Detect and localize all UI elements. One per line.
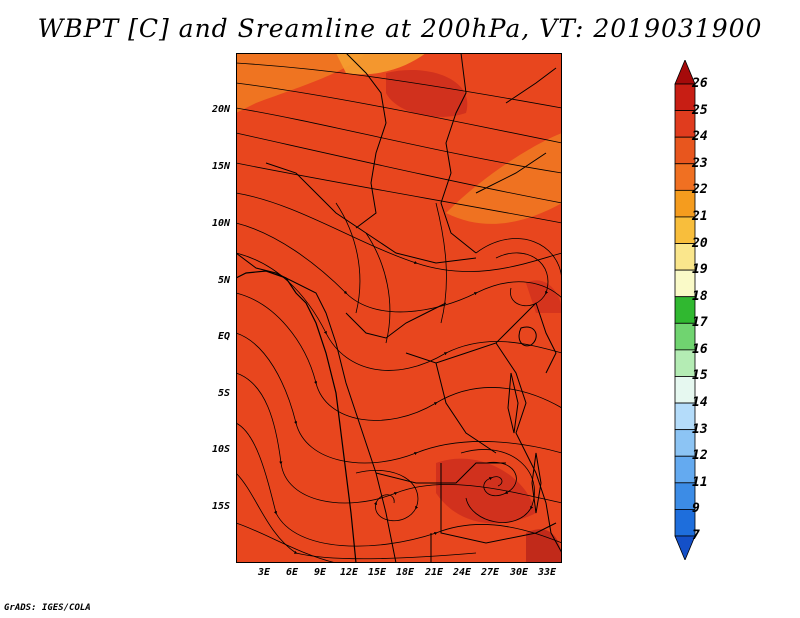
lake-malawi [531, 452, 542, 514]
lon-label: 27E [480, 567, 500, 578]
lon-label: 30E [509, 567, 529, 578]
colorbar-label: 17 [692, 315, 708, 331]
lon-label: 21E [424, 567, 444, 578]
colorbar-label: 21 [692, 208, 708, 224]
chart-title: WBPT [C] and Sreamline at 200hPa, VT: 20… [37, 14, 763, 43]
lon-label: 24E [452, 567, 472, 578]
lat-label: 5S [217, 388, 230, 399]
lat-label: EQ [217, 331, 230, 342]
colorbar-label: 7 [692, 528, 700, 543]
colorbar-label: 20 [692, 235, 708, 251]
warm-patch-north [236, 53, 366, 113]
lat-label: 5N [217, 275, 230, 286]
colorbar-label: 23 [692, 155, 708, 171]
lake-tanganyika [507, 372, 519, 434]
colorbar-label: 22 [692, 182, 708, 198]
coastline [236, 270, 357, 563]
streamlines [236, 62, 562, 563]
lat-label: 15N [211, 161, 230, 172]
colorbar-label: 9 [692, 501, 700, 517]
colorbar-label: 14 [692, 395, 708, 411]
lat-label: 10N [211, 218, 230, 229]
colorbar-label: 11 [692, 474, 708, 490]
colorbar-label: 24 [692, 129, 708, 145]
warm-patch-north-center [336, 53, 426, 75]
lon-label: 6E [285, 567, 299, 578]
lon-label: 12E [339, 567, 359, 578]
colorbar-label: 13 [692, 421, 708, 437]
hot-patch-southeast [526, 529, 562, 563]
map-frame [236, 53, 562, 563]
country-borders [236, 53, 562, 563]
lat-label: 20N [211, 104, 230, 115]
lake-victoria [518, 326, 537, 347]
colorbar-bottom-arrow [674, 535, 696, 560]
colorbar-label: 15 [692, 368, 708, 384]
credit-text: GrADS: IGES/COLA [4, 603, 91, 613]
lon-label: 15E [367, 567, 387, 578]
lon-label: 18E [395, 567, 415, 578]
colorbar-label: 18 [692, 288, 708, 304]
colorbar-label: 25 [692, 102, 708, 118]
hot-patch-south [436, 458, 536, 524]
colorbar [674, 60, 696, 560]
colorbar-label: 19 [692, 262, 708, 278]
colorbar-label: 12 [692, 448, 708, 464]
lon-label: 33E [537, 567, 557, 578]
colorbar-label: 26 [692, 76, 708, 91]
lat-label: 10S [211, 444, 230, 455]
lon-label: 3E [257, 567, 271, 578]
map-panel [236, 53, 562, 563]
lat-label: 15S [211, 501, 230, 512]
colorbar-label: 16 [692, 341, 708, 357]
lon-label: 9E [313, 567, 327, 578]
